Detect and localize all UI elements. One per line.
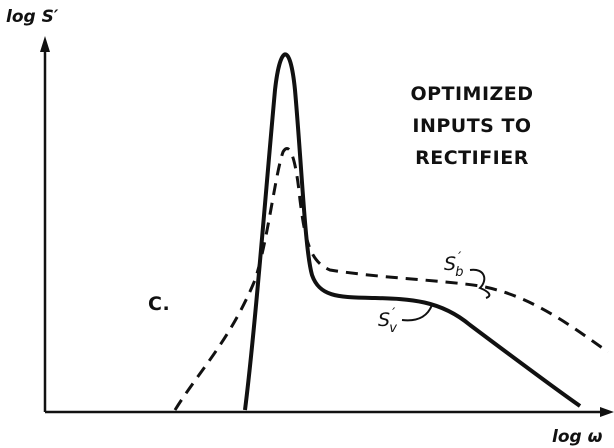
title-line: RECTIFIER xyxy=(415,147,529,169)
x-axis-label: log ω xyxy=(552,427,603,447)
x-axis-arrow xyxy=(600,407,614,417)
curve-label: S ′ b xyxy=(444,250,464,280)
y-axis-label: log S′ xyxy=(6,7,59,27)
title-line: OPTIMIZED xyxy=(410,83,533,105)
dashed-curve xyxy=(173,147,609,411)
y-axis-arrow xyxy=(40,36,50,52)
title-line: INPUTS TO xyxy=(412,115,531,137)
panel-label: C. xyxy=(148,293,170,315)
curve-label: S ′ v xyxy=(378,306,397,336)
leader-b xyxy=(469,268,491,299)
leader-v xyxy=(401,304,433,322)
solid-curve xyxy=(243,52,582,411)
